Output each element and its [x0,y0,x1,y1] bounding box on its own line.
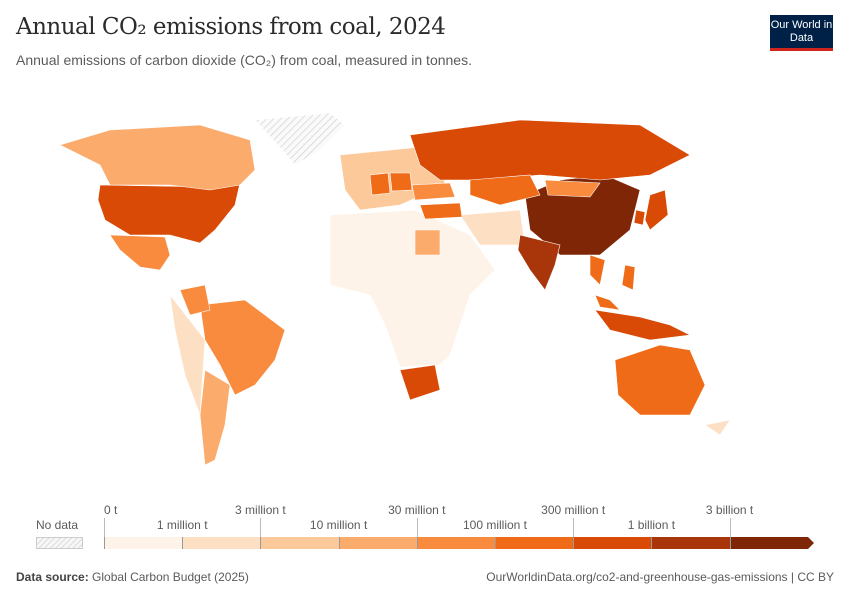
legend-bin-8 [729,537,808,549]
country-region[interactable] [169,293,206,416]
legend-tick-label: 100 million t [462,518,528,532]
legend-tick-label: 300 million t [541,503,606,517]
legend-tick [104,518,105,537]
legend-tick-label: 1 million t [156,518,208,532]
legend-tick [573,518,575,537]
source-text: Global Carbon Budget (2025) [92,570,249,584]
country-vietnam[interactable] [589,254,606,286]
country-malaysia[interactable] [594,294,621,311]
legend-no-data-label: No data [36,518,79,532]
country-japan[interactable] [644,189,669,231]
country-region[interactable] [704,419,731,436]
country-russia[interactable] [409,119,691,181]
country-indonesia[interactable] [594,309,692,341]
country-australia[interactable] [614,344,706,416]
legend-bin-5 [495,537,574,549]
legend-tick [416,518,418,537]
legend-tick-label: 30 million t [388,503,446,517]
legend-tick-label: 3 million t [235,503,286,517]
legend-bin-7 [651,537,730,549]
legend-bin-0 [104,537,183,549]
legend-bin-1 [182,537,261,549]
country-greenland[interactable] [254,112,346,166]
country-argentina[interactable] [199,369,231,466]
country-region[interactable] [329,209,496,368]
country-south-africa[interactable] [399,364,441,401]
source-label: Data source: [16,570,89,584]
source-url[interactable]: OurWorldinData.org/co2-and-greenhouse-ga… [486,570,834,584]
legend-tick-label: 10 million t [309,518,368,532]
legend-tick-label: 0 t [104,503,118,517]
legend-tick-label: 1 billion t [627,518,676,532]
legend-bin-2 [260,537,339,549]
owid-logo[interactable]: Our World in Data [770,15,833,51]
country-poland[interactable] [389,172,413,192]
legend-bin-3 [338,537,417,549]
legend-no-data-swatch [36,537,83,549]
legend-tick [260,518,262,537]
country-south-korea[interactable] [633,209,646,226]
country-philippines[interactable] [621,264,636,291]
legend-arrow [807,537,814,549]
data-source: Data source: Global Carbon Budget (2025) [16,570,249,584]
country-canada[interactable] [59,124,256,191]
country-ukraine[interactable] [411,182,456,201]
country-united-states[interactable] [97,182,241,244]
country-brazil[interactable] [199,299,286,396]
country-egypt[interactable] [414,229,441,256]
country-colombia[interactable] [179,284,211,316]
legend-bin-4 [416,537,495,549]
page-subtitle: Annual emissions of carbon dioxide (CO₂)… [16,52,472,68]
country-germany[interactable] [369,172,391,196]
country-mongolia[interactable] [544,179,601,198]
country-india[interactable] [517,234,561,291]
world-map [59,112,731,466]
page-title: Annual CO₂ emissions from coal, 2024 [16,14,446,40]
legend-bin-6 [573,537,652,549]
country-mexico[interactable] [109,234,171,271]
legend-tick-label: 3 billion t [705,503,754,517]
country-kazakhstan[interactable] [469,174,541,206]
legend-tick [729,518,731,537]
country-turkey[interactable] [419,202,463,220]
